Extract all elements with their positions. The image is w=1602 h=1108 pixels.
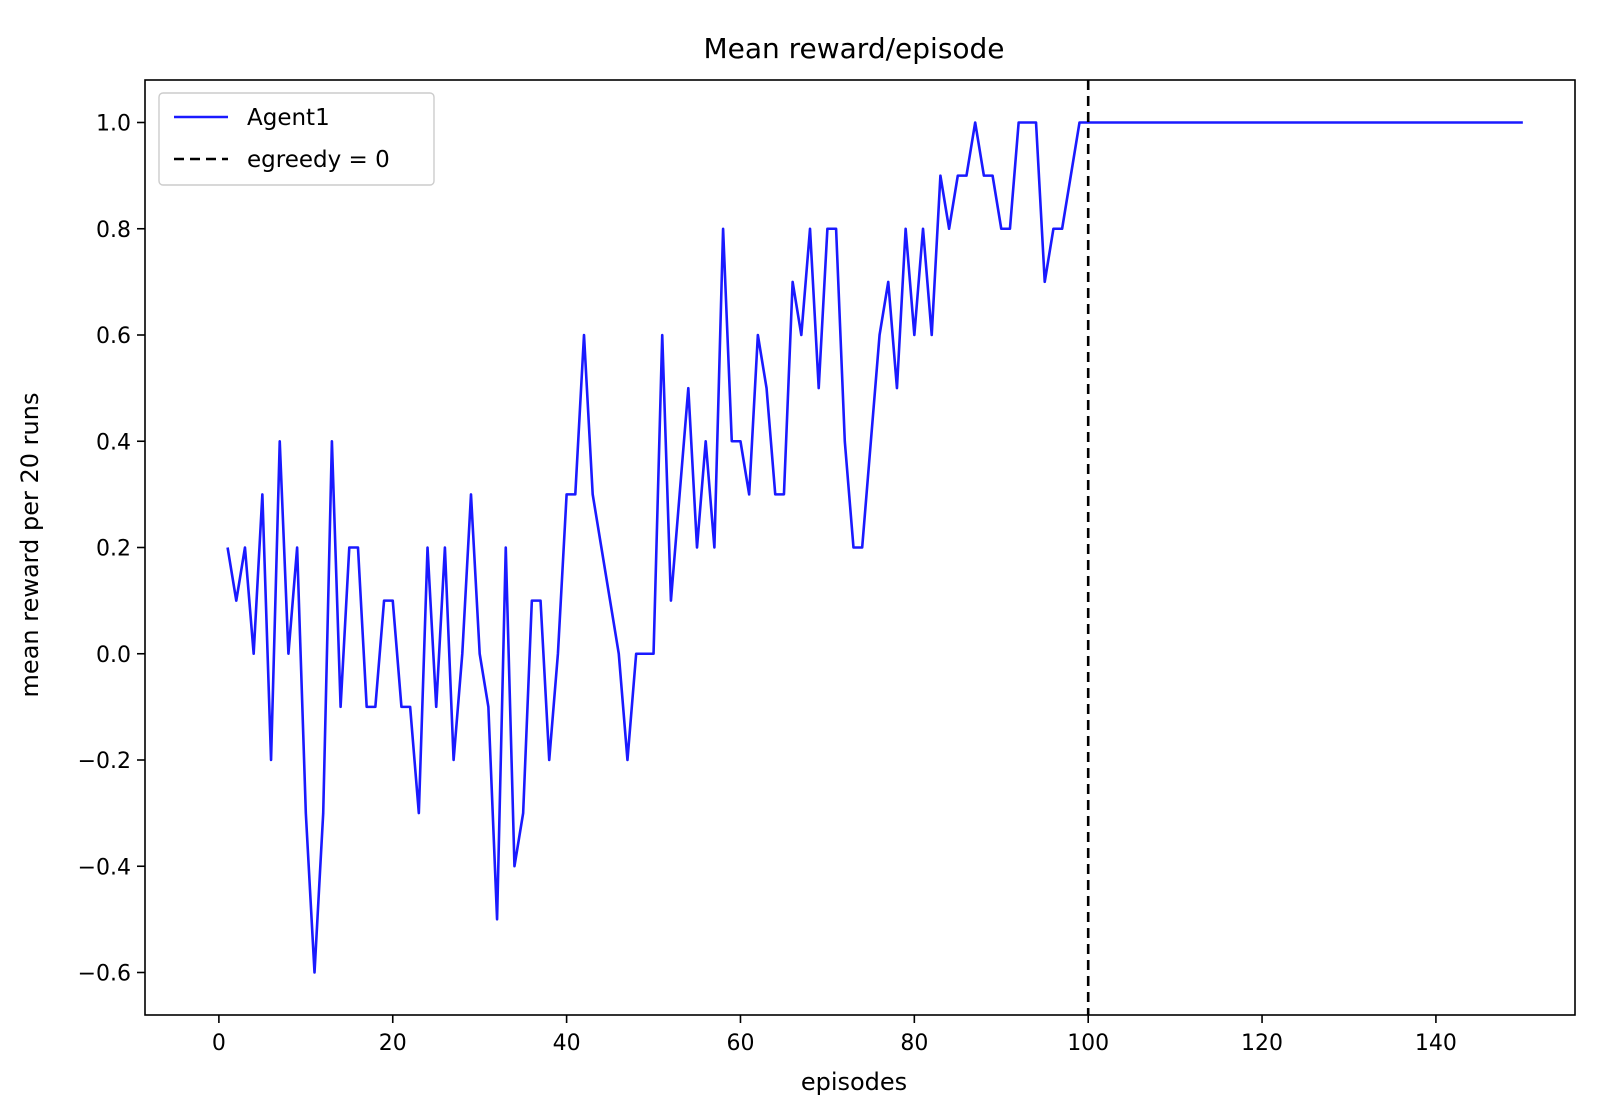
- chart-title: Mean reward/episode: [703, 32, 1004, 65]
- y-tick-label: −0.2: [78, 749, 131, 774]
- y-axis-label: mean reward per 20 runs: [16, 393, 44, 698]
- y-tick-label: 0.8: [96, 218, 131, 243]
- x-tick-label: 80: [900, 1031, 928, 1056]
- x-tick-label: 20: [379, 1031, 407, 1056]
- y-tick-label: 0.6: [96, 324, 131, 349]
- x-axis: 0 20 40 60 80 100 120 140: [212, 1015, 1457, 1056]
- legend-label-agent1: Agent1: [247, 105, 330, 131]
- series-line-agent1: [226, 121, 1523, 974]
- y-tick-label: 0.2: [96, 537, 131, 562]
- y-tick-label: −0.6: [78, 962, 131, 987]
- x-tick-label: 140: [1415, 1031, 1457, 1056]
- x-tick-label: 60: [726, 1031, 754, 1056]
- legend: Agent1 egreedy = 0: [158, 92, 435, 186]
- x-tick-label: 120: [1241, 1031, 1283, 1056]
- x-axis-label: episodes: [801, 1068, 907, 1096]
- y-tick-label: 0.0: [96, 643, 131, 668]
- x-tick-label: 0: [212, 1031, 226, 1056]
- y-axis: −0.6 −0.4 −0.2 0.0 0.2 0.4 0.6 0.8 1.0: [78, 112, 145, 987]
- y-tick-label: 1.0: [96, 112, 131, 137]
- y-tick-label: 0.4: [96, 430, 131, 455]
- x-tick-label: 100: [1067, 1031, 1109, 1056]
- x-tick-label: 40: [553, 1031, 581, 1056]
- plot-area: [226, 80, 1523, 1015]
- legend-label-egreedy: egreedy = 0: [247, 147, 390, 173]
- y-tick-label: −0.4: [78, 855, 131, 880]
